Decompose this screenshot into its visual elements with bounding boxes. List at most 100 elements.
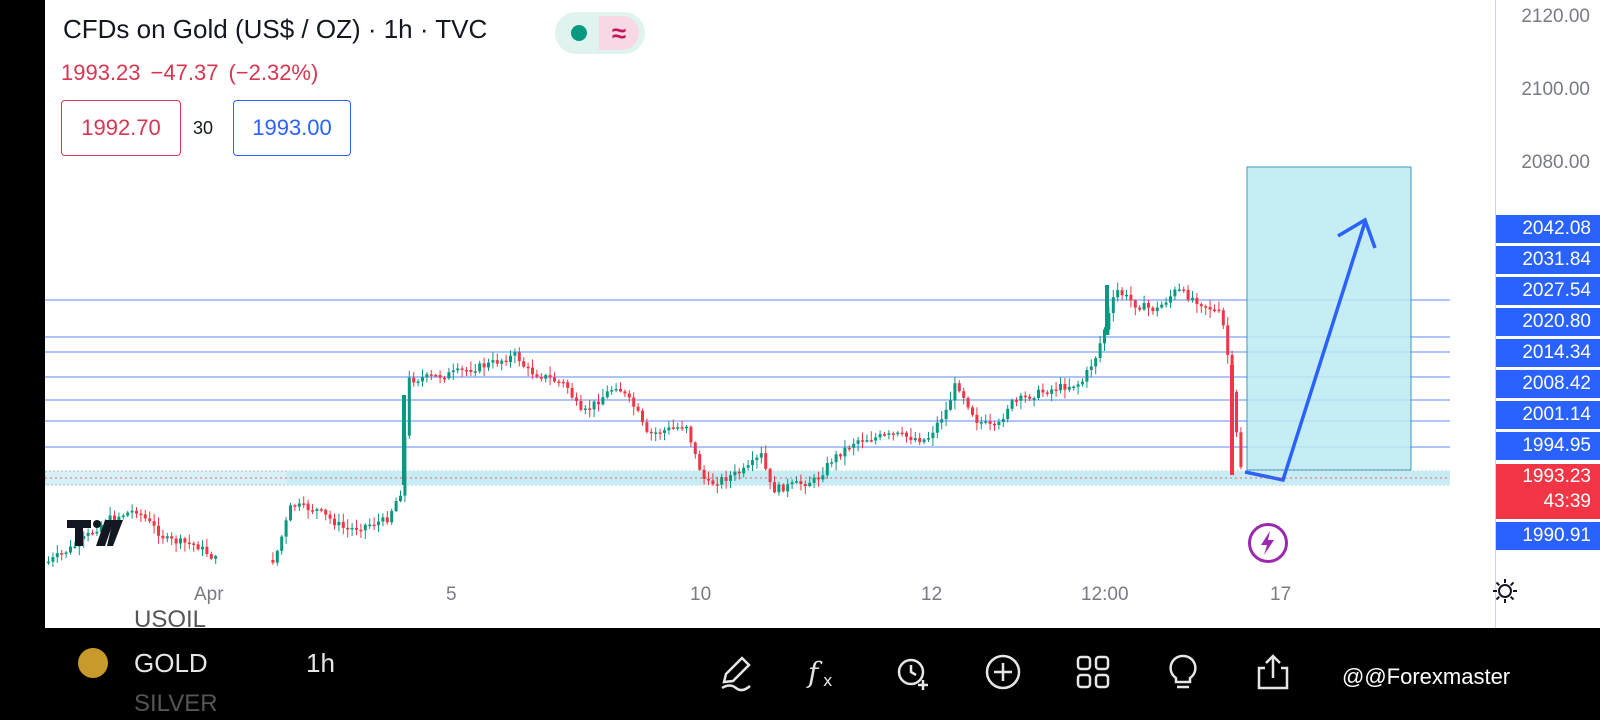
candle-body bbox=[1023, 395, 1027, 398]
candle-body bbox=[1067, 386, 1071, 390]
level-tag[interactable]: 2008.42 bbox=[1496, 370, 1600, 398]
level-tag[interactable]: 1990.91 bbox=[1496, 522, 1600, 550]
level-tag[interactable]: 2001.14 bbox=[1496, 401, 1600, 429]
candle-body bbox=[812, 477, 816, 483]
candle-body bbox=[117, 516, 121, 521]
candle-body bbox=[1059, 383, 1062, 391]
candle-body bbox=[1191, 297, 1194, 300]
price-axis[interactable]: 2120.00 2100.00 2080.00 2042.08 2031.84 … bbox=[1495, 0, 1600, 628]
market-status-pill[interactable]: ≈ bbox=[555, 12, 645, 54]
plus-circle-icon[interactable] bbox=[983, 652, 1023, 692]
candle-body bbox=[733, 471, 737, 476]
level-tag[interactable]: 2014.34 bbox=[1496, 339, 1600, 367]
candle-body bbox=[1164, 302, 1168, 305]
candle-body bbox=[768, 468, 772, 483]
fx-icon[interactable]: f x bbox=[804, 652, 844, 692]
time-label: 12:00 bbox=[1081, 584, 1129, 605]
candle-body bbox=[60, 553, 64, 555]
candle-body bbox=[390, 511, 394, 523]
candle-body bbox=[1050, 389, 1054, 394]
candle-body bbox=[73, 546, 77, 548]
candle-body bbox=[1032, 398, 1036, 400]
events-bolt-icon[interactable] bbox=[1248, 523, 1288, 563]
candle-body bbox=[1147, 303, 1150, 308]
level-tag[interactable]: 2020.80 bbox=[1496, 308, 1600, 336]
level-tag[interactable]: 2031.84 bbox=[1496, 246, 1600, 274]
level-tag[interactable]: 2027.54 bbox=[1496, 277, 1600, 305]
candle-body bbox=[1037, 389, 1040, 399]
candle-body bbox=[773, 482, 776, 493]
candle-body bbox=[570, 387, 574, 398]
grid-icon[interactable] bbox=[1073, 652, 1113, 692]
candle-body bbox=[566, 382, 570, 388]
candle-body bbox=[627, 393, 631, 398]
timeframe-selector[interactable]: 1h bbox=[306, 648, 335, 678]
prev-symbol[interactable]: USOIL bbox=[134, 606, 207, 633]
candle-body bbox=[429, 374, 433, 376]
candle-body bbox=[1094, 358, 1098, 367]
share-icon[interactable] bbox=[1253, 652, 1293, 692]
candle-body bbox=[451, 370, 455, 373]
symbol-title[interactable]: CFDs on Gold (US$ / OZ) · 1h · TVC bbox=[63, 14, 488, 44]
candle-body bbox=[874, 437, 878, 441]
candle-body bbox=[1081, 381, 1084, 385]
candle-body bbox=[289, 505, 292, 521]
candle-body bbox=[786, 484, 790, 492]
candle-body bbox=[693, 442, 697, 455]
pencil-icon[interactable] bbox=[716, 652, 756, 692]
candle-body bbox=[165, 536, 169, 539]
candle-body bbox=[152, 521, 156, 526]
candle-body bbox=[1085, 370, 1089, 382]
candle-body bbox=[715, 484, 719, 486]
sell-button[interactable]: 1992.70 bbox=[61, 100, 181, 156]
candle-body bbox=[632, 397, 636, 407]
candle-body bbox=[654, 432, 658, 434]
candle-body bbox=[148, 518, 152, 522]
current-price-tag[interactable]: 1993.23 43:39 bbox=[1496, 464, 1600, 519]
price-chart[interactable] bbox=[45, 0, 1450, 628]
candle-body bbox=[509, 355, 512, 363]
level-tag[interactable]: 2042.08 bbox=[1496, 215, 1600, 243]
candle-body bbox=[641, 410, 644, 423]
candle-body bbox=[381, 517, 385, 522]
candle-body bbox=[99, 524, 103, 532]
candle-body bbox=[161, 535, 165, 539]
tradingview-logo-icon bbox=[67, 520, 123, 546]
candle-body bbox=[1028, 396, 1032, 399]
level-tag[interactable]: 1994.95 bbox=[1496, 432, 1600, 460]
settings-gear-icon[interactable] bbox=[1492, 578, 1518, 604]
chart-area[interactable]: CFDs on Gold (US$ / OZ) · 1h · TVC ≈ 199… bbox=[45, 0, 1600, 628]
candle-body bbox=[394, 501, 398, 512]
candle-body bbox=[1199, 304, 1203, 307]
candle-body bbox=[469, 369, 473, 372]
candle-body bbox=[143, 514, 147, 519]
candle-body bbox=[201, 546, 204, 550]
candle-body bbox=[1125, 294, 1128, 297]
buy-button[interactable]: 1993.00 bbox=[233, 100, 351, 156]
candle-body bbox=[1138, 307, 1142, 310]
candle-body bbox=[539, 376, 543, 379]
next-symbol[interactable]: SILVER bbox=[134, 690, 218, 717]
price-label: 2080.00 bbox=[1521, 152, 1590, 173]
candle-body bbox=[113, 515, 116, 521]
candle-body bbox=[1235, 392, 1238, 433]
candle-body bbox=[522, 361, 526, 367]
candle-body bbox=[1160, 304, 1164, 308]
alarm-icon[interactable] bbox=[893, 652, 933, 692]
candle-body bbox=[1186, 289, 1190, 300]
candle-body bbox=[1015, 400, 1018, 402]
time-label: 12 bbox=[921, 584, 943, 605]
candle-body bbox=[1041, 389, 1045, 393]
candle-body bbox=[500, 360, 504, 364]
candle-body bbox=[658, 432, 662, 434]
symbol-selector[interactable]: GOLD bbox=[134, 648, 208, 678]
change-value: −47.37 bbox=[150, 60, 219, 85]
candle-body bbox=[337, 521, 341, 526]
bulb-icon[interactable] bbox=[1163, 652, 1203, 692]
support-zone-fill bbox=[287, 471, 1450, 485]
time-axis[interactable]: Apr 5 10 12 12:00 17 bbox=[45, 578, 1495, 628]
bottom-toolbar bbox=[0, 628, 1600, 720]
candle-body bbox=[355, 527, 358, 530]
candle-body bbox=[434, 375, 438, 377]
candle-body bbox=[51, 557, 55, 562]
